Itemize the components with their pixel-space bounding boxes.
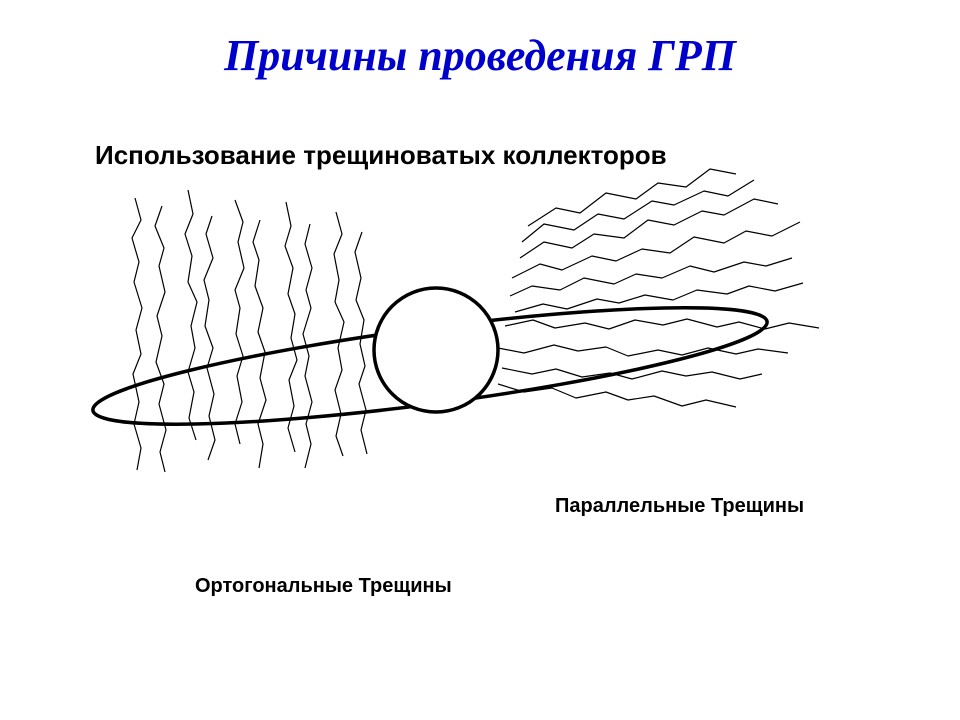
label-parallel-fractures: Параллельные Трещины [555, 495, 804, 518]
parallel-fractures-group [498, 169, 819, 407]
central-circle [374, 288, 498, 412]
fracture-diagram [0, 0, 960, 720]
label-orthogonal-fractures: Ортогональные Трещины [195, 575, 452, 598]
orthogonal-fractures-group [132, 190, 367, 472]
slide: Причины проведения ГРП Использование тре… [0, 0, 960, 720]
